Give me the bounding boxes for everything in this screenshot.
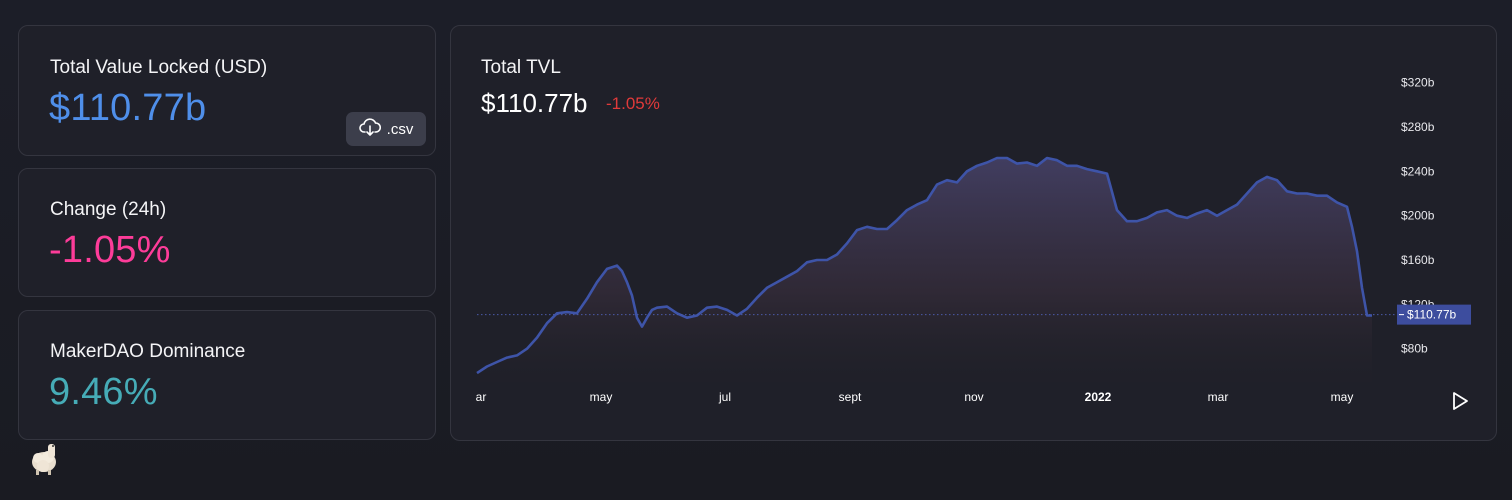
y-tick-label: $240b — [1401, 164, 1435, 178]
llama-mascot-icon — [28, 440, 62, 476]
change-value: -1.05% — [49, 229, 171, 271]
x-tick-label: jul — [718, 390, 731, 404]
total-value-locked-card: Total Value Locked (USD) $110.77b .csv — [18, 25, 436, 156]
csv-button-label: .csv — [386, 120, 414, 138]
current-value-tag: $110.77b — [1397, 304, 1471, 325]
csv-download-button[interactable]: .csv — [346, 112, 426, 146]
tvl-chart[interactable]: $80b$120b$160b$200b$240b$280b$320b ar may… — [451, 26, 1497, 441]
tvl-value: $110.77b — [49, 87, 207, 129]
x-tick-label: nov — [964, 390, 983, 404]
chart-current-value: $110.77b — [481, 88, 588, 118]
current-value-tag-text: $110.77b — [1407, 308, 1456, 322]
chart-change: -1.05% — [606, 94, 660, 113]
x-tick-label: sept — [839, 390, 862, 404]
y-tick-label: $200b — [1401, 209, 1435, 223]
y-tick-label: $80b — [1401, 342, 1428, 356]
change-24h-card: Change (24h) -1.05% — [18, 168, 436, 297]
play-icon[interactable] — [1450, 391, 1470, 411]
x-tick-label: may — [1331, 390, 1354, 404]
y-tick-label: $280b — [1401, 120, 1435, 134]
tvl-line — [476, 156, 1372, 375]
dominance-card: MakerDAO Dominance 9.46% — [18, 310, 436, 440]
dominance-value: 9.46% — [49, 371, 158, 413]
x-tick-label: ar — [476, 390, 487, 404]
tvl-chart-card: Total TVL $110.77b -1.05% $80b $120b $160b… — [450, 25, 1497, 441]
tvl-area — [477, 158, 1372, 382]
dominance-label: MakerDAO Dominance — [50, 341, 246, 362]
tvl-label: Total Value Locked (USD) — [50, 57, 268, 78]
x-tick-label: 2022 — [1085, 390, 1112, 404]
chart-title: Total TVL — [481, 57, 561, 78]
y-tick-label: $160b — [1401, 253, 1435, 267]
y-tick-label: $320b — [1401, 76, 1435, 90]
x-tick-label: may — [590, 390, 613, 404]
change-label: Change (24h) — [50, 199, 167, 220]
x-tick-label: mar — [1208, 390, 1229, 404]
cloud-download-icon — [358, 117, 381, 142]
